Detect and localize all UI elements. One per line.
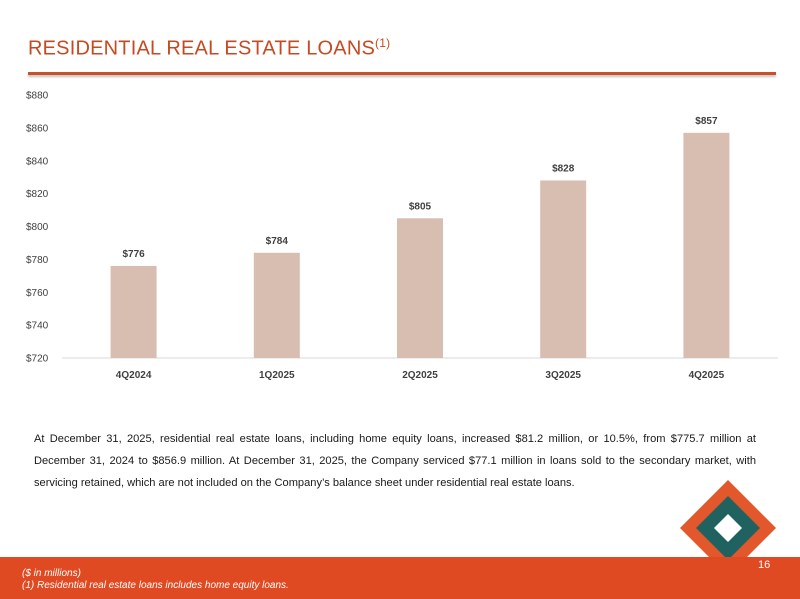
bars xyxy=(110,132,730,358)
title-divider xyxy=(28,72,776,75)
data-label-3Q2025: $828 xyxy=(552,163,575,174)
y-tick-label: $820 xyxy=(26,189,49,200)
x-tick-label: 4Q2024 xyxy=(116,370,152,380)
summary-paragraph: At December 31, 2025, residential real e… xyxy=(34,433,756,489)
y-tick-label: $880 xyxy=(26,91,49,102)
data-label-2Q2025: $805 xyxy=(409,201,432,212)
footnote-units: ($ in millions) xyxy=(22,568,81,579)
y-tick-label: $800 xyxy=(26,222,49,233)
page-title-text: RESIDENTIAL REAL ESTATE LOANS xyxy=(28,37,376,60)
bar-3Q2025 xyxy=(540,180,587,358)
x-tick-label: 1Q2025 xyxy=(259,370,295,380)
data-labels: $776 $784 $805 $828 $857 xyxy=(122,116,717,260)
footer-bar: ($ in millions) (1) Residential real est… xyxy=(0,557,800,599)
data-label-4Q2025: $857 xyxy=(695,116,718,127)
bar-4Q2025 xyxy=(683,132,730,358)
x-axis: 4Q2024 1Q2025 2Q2025 3Q2025 4Q2025 xyxy=(116,370,725,380)
bar-4Q2024 xyxy=(110,265,157,358)
x-tick-label: 3Q2025 xyxy=(545,370,581,380)
footnote-1: (1) Residential real estate loans includ… xyxy=(22,580,289,591)
y-tick-label: $780 xyxy=(26,255,49,266)
x-tick-label: 2Q2025 xyxy=(402,370,438,380)
y-axis: $720 $740 $760 $780 $800 $820 $840 $860 $880 xyxy=(26,91,49,365)
bar-2Q2025 xyxy=(397,218,443,358)
y-tick-label: $840 xyxy=(26,156,49,167)
page-number: 16 xyxy=(758,559,771,571)
data-label-1Q2025: $784 xyxy=(266,236,289,247)
y-tick-label: $720 xyxy=(26,354,49,365)
y-tick-label: $760 xyxy=(26,288,49,299)
page-title: RESIDENTIAL REAL ESTATE LOANS(1) xyxy=(28,36,390,61)
y-tick-label: $860 xyxy=(26,123,49,134)
page-title-footnote-marker: (1) xyxy=(375,36,391,50)
y-tick-label: $740 xyxy=(26,321,49,332)
diamond-logo-icon xyxy=(680,480,776,576)
bar-chart: $720 $740 $760 $780 $800 $820 $840 $860 $880 $77… xyxy=(26,91,778,380)
bar-1Q2025 xyxy=(253,252,300,358)
data-label-4Q2024: $776 xyxy=(122,249,145,260)
x-tick-label: 4Q2025 xyxy=(689,370,725,380)
